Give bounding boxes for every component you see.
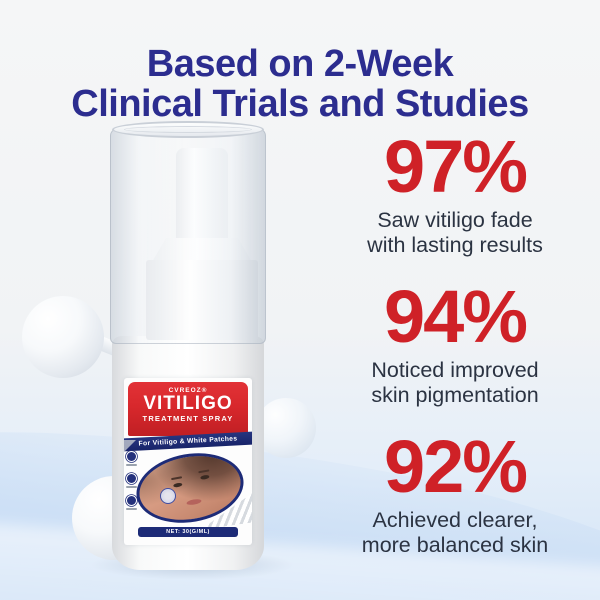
bubble [256, 398, 316, 458]
stat-value: 94% [383, 275, 528, 358]
stat-description: Achieved clearer, more balanced skin [315, 508, 595, 558]
stat-block: 94% Noticed improved skin pigmentation [315, 275, 595, 408]
stat-block: 92% Achieved clearer, more balanced skin [315, 425, 595, 558]
product-label: CVREOZ® VITILIGO TREATMENT SPRAY For Vit… [124, 378, 252, 545]
bottle-cap-rim [112, 121, 264, 138]
headline-line1: Based on 2-Week [146, 43, 454, 86]
brand-name: CVREOZ® [168, 387, 208, 394]
label-badge-icon [127, 496, 136, 505]
label-badge-caption [126, 508, 137, 510]
stat-desc-line1: Saw vitiligo fade [377, 208, 533, 233]
label-badge-caption [126, 486, 137, 488]
stat-desc-line1: Achieved clearer, [372, 508, 538, 533]
product-type: TREATMENT SPRAY [142, 413, 234, 423]
stat-description: Noticed improved skin pigmentation [315, 358, 595, 408]
page-title: Based on 2-Week Clinical Trials and Stud… [0, 45, 600, 125]
stat-value: 92% [383, 425, 528, 508]
stat-desc-line2: skin pigmentation [371, 383, 539, 408]
stat-value: 97% [383, 125, 528, 208]
molecule-sphere [22, 296, 104, 378]
label-badge-caption [126, 464, 137, 466]
stat-desc-line2: more balanced skin [361, 533, 549, 558]
approval-stamp-icon [160, 488, 176, 504]
label-badge-icon [127, 452, 136, 461]
headline-line2: Clinical Trials and Studies [71, 83, 529, 126]
net-weight-badge: NET: 30(G/ML) [138, 527, 238, 537]
stat-desc-line1: Noticed improved [371, 358, 539, 383]
product-name: VITILIGO [143, 393, 233, 414]
label-badge-icon [127, 474, 136, 483]
bottle-cap [110, 128, 266, 344]
label-red-panel: CVREOZ® VITILIGO TREATMENT SPRAY [128, 382, 248, 436]
stat-block: 97% Saw vitiligo fade with lasting resul… [315, 125, 595, 258]
stat-desc-line2: with lasting results [367, 233, 543, 258]
stat-description: Saw vitiligo fade with lasting results [315, 208, 595, 258]
